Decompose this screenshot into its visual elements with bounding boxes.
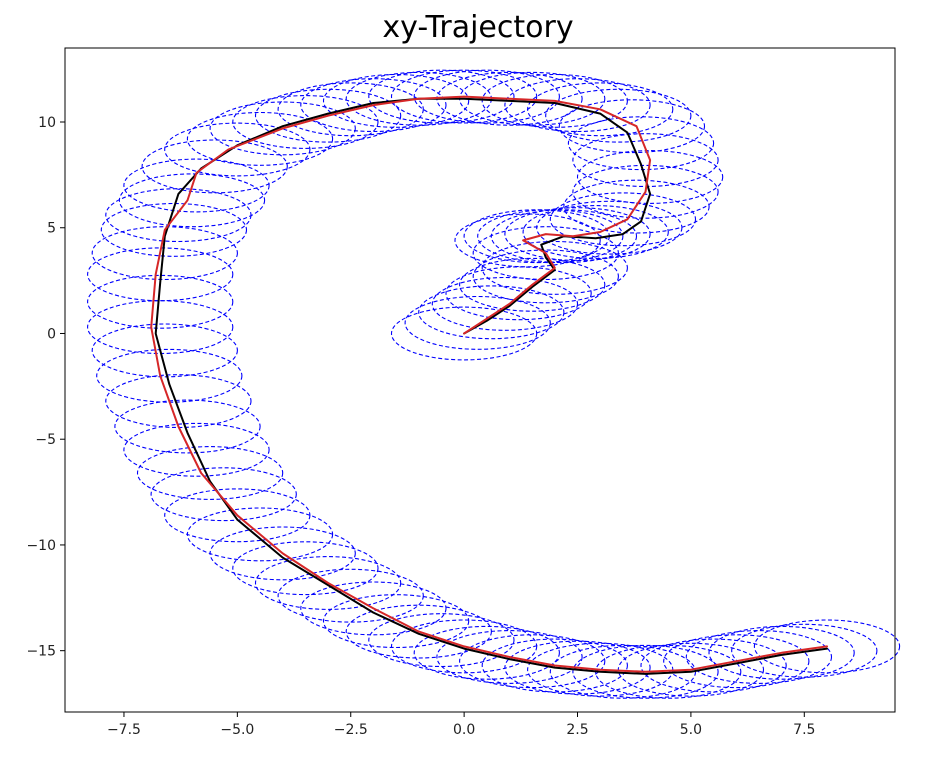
- uncertainty-ellipse: [504, 78, 651, 133]
- uncertainty-ellipse: [685, 630, 833, 684]
- uncertainty-ellipse: [418, 285, 565, 340]
- uncertainty-ellipse: [576, 150, 724, 204]
- y-tick-label: 10: [38, 115, 56, 131]
- uncertainty-ellipse: [141, 139, 288, 194]
- uncertainty-ellipse: [105, 374, 252, 429]
- uncertainty-ellipse: [436, 630, 583, 684]
- uncertainty-ellipse: [413, 625, 560, 680]
- uncertainty-ellipse: [100, 202, 248, 257]
- y-tick-label: 0: [47, 326, 56, 342]
- uncertainty-ellipse: [91, 226, 238, 281]
- uncertainty-ellipse: [150, 467, 297, 522]
- uncertainty-ellipse: [445, 266, 592, 321]
- uncertainty-ellipse: [558, 99, 706, 154]
- uncertainty-ellipse: [413, 69, 560, 124]
- uncertainty-ellipse: [481, 240, 628, 295]
- uncertainty-ellipse: [708, 625, 855, 680]
- uncertainty-ellipse: [91, 323, 238, 378]
- estimated-trajectory-line: [150, 95, 828, 673]
- uncertainty-ellipse: [545, 88, 692, 143]
- uncertainty-ellipse: [663, 634, 810, 689]
- uncertainty-ellipse: [431, 276, 579, 331]
- uncertainty-ellipse: [481, 638, 628, 693]
- uncertainty-ellipse: [186, 111, 334, 166]
- uncertainty-ellipse: [368, 613, 515, 668]
- uncertainty-ellipse: [404, 295, 551, 350]
- x-tick-label: −5.0: [220, 722, 254, 738]
- uncertainty-ellipse: [504, 640, 651, 695]
- uncertainty-ellipse: [504, 207, 651, 262]
- chart-title: xy-Trajectory: [382, 10, 573, 45]
- x-tick-label: −7.5: [107, 722, 141, 738]
- uncertainty-ellipse: [549, 192, 697, 247]
- uncertainty-ellipse: [300, 581, 447, 636]
- uncertainty-ellipse: [390, 69, 538, 124]
- trajectory-series: [150, 95, 828, 675]
- uncertainty-ellipse: [87, 247, 234, 302]
- uncertainty-ellipse: [731, 623, 878, 678]
- y-tick-label: −10: [26, 538, 56, 554]
- uncertainty-ellipse: [753, 619, 901, 674]
- uncertainty-ellipse: [123, 158, 270, 213]
- uncertainty-ellipse: [481, 73, 628, 128]
- uncertainty-ellipse: [572, 644, 719, 699]
- uncertainty-ellipse: [114, 399, 261, 454]
- uncertainty-ellipse: [567, 116, 715, 171]
- uncertainty-ellipse: [472, 249, 619, 304]
- x-tick-label: 5.0: [680, 722, 702, 738]
- uncertainty-ellipse: [300, 78, 447, 133]
- uncertainty-ellipse: [87, 274, 234, 329]
- uncertainty-ellipse: [390, 619, 538, 674]
- x-tick-label: −2.5: [334, 722, 368, 738]
- uncertainty-ellipse: [277, 82, 424, 137]
- uncertainty-ellipse: [459, 257, 606, 312]
- uncertainty-ellipse: [522, 205, 669, 259]
- uncertainty-ellipse: [254, 88, 402, 143]
- uncertainty-ellipse: [527, 82, 674, 137]
- y-tick-label: 5: [47, 221, 56, 237]
- x-tick-label: 7.5: [793, 722, 815, 738]
- x-tick-label: 2.5: [566, 722, 588, 738]
- uncertainty-ellipse: [254, 556, 402, 610]
- uncertainty-ellipse: [390, 306, 538, 361]
- uncertainty-ellipse: [96, 348, 243, 403]
- y-tick-label: −5: [35, 432, 56, 448]
- uncertainty-ellipse: [277, 568, 424, 623]
- uncertainty-ellipse: [345, 604, 492, 659]
- uncertainty-ellipse: [572, 164, 719, 219]
- plot-area-frame: [64, 47, 896, 713]
- uncertainty-ellipse: [459, 634, 606, 689]
- uncertainty-ellipse: [118, 173, 266, 228]
- uncertainty-ellipse: [232, 541, 379, 596]
- uncertainty-ellipse: [123, 422, 270, 477]
- uncertainty-ellipse: [368, 69, 515, 124]
- uncertainty-ellipse: [164, 122, 311, 177]
- uncertainty-ellipses: [87, 69, 901, 699]
- uncertainty-ellipse: [136, 446, 284, 500]
- y-tick-label: −15: [26, 644, 56, 660]
- uncertainty-ellipse: [322, 594, 470, 649]
- x-tick-label: 0.0: [453, 722, 475, 738]
- uncertainty-ellipse: [563, 179, 710, 234]
- uncertainty-ellipse: [232, 95, 379, 149]
- x-axis: −7.5 −5.0 −2.5 0.0 2.5 5.0 7.5: [107, 712, 815, 738]
- uncertainty-ellipse: [164, 488, 311, 543]
- y-axis: 10 5 0 −5 −10 −15: [26, 115, 65, 660]
- uncertainty-ellipse: [536, 200, 683, 255]
- uncertainty-ellipse: [322, 73, 470, 128]
- uncertainty-ellipse: [209, 101, 356, 156]
- uncertainty-ellipse: [87, 300, 234, 355]
- uncertainty-ellipse: [472, 226, 619, 281]
